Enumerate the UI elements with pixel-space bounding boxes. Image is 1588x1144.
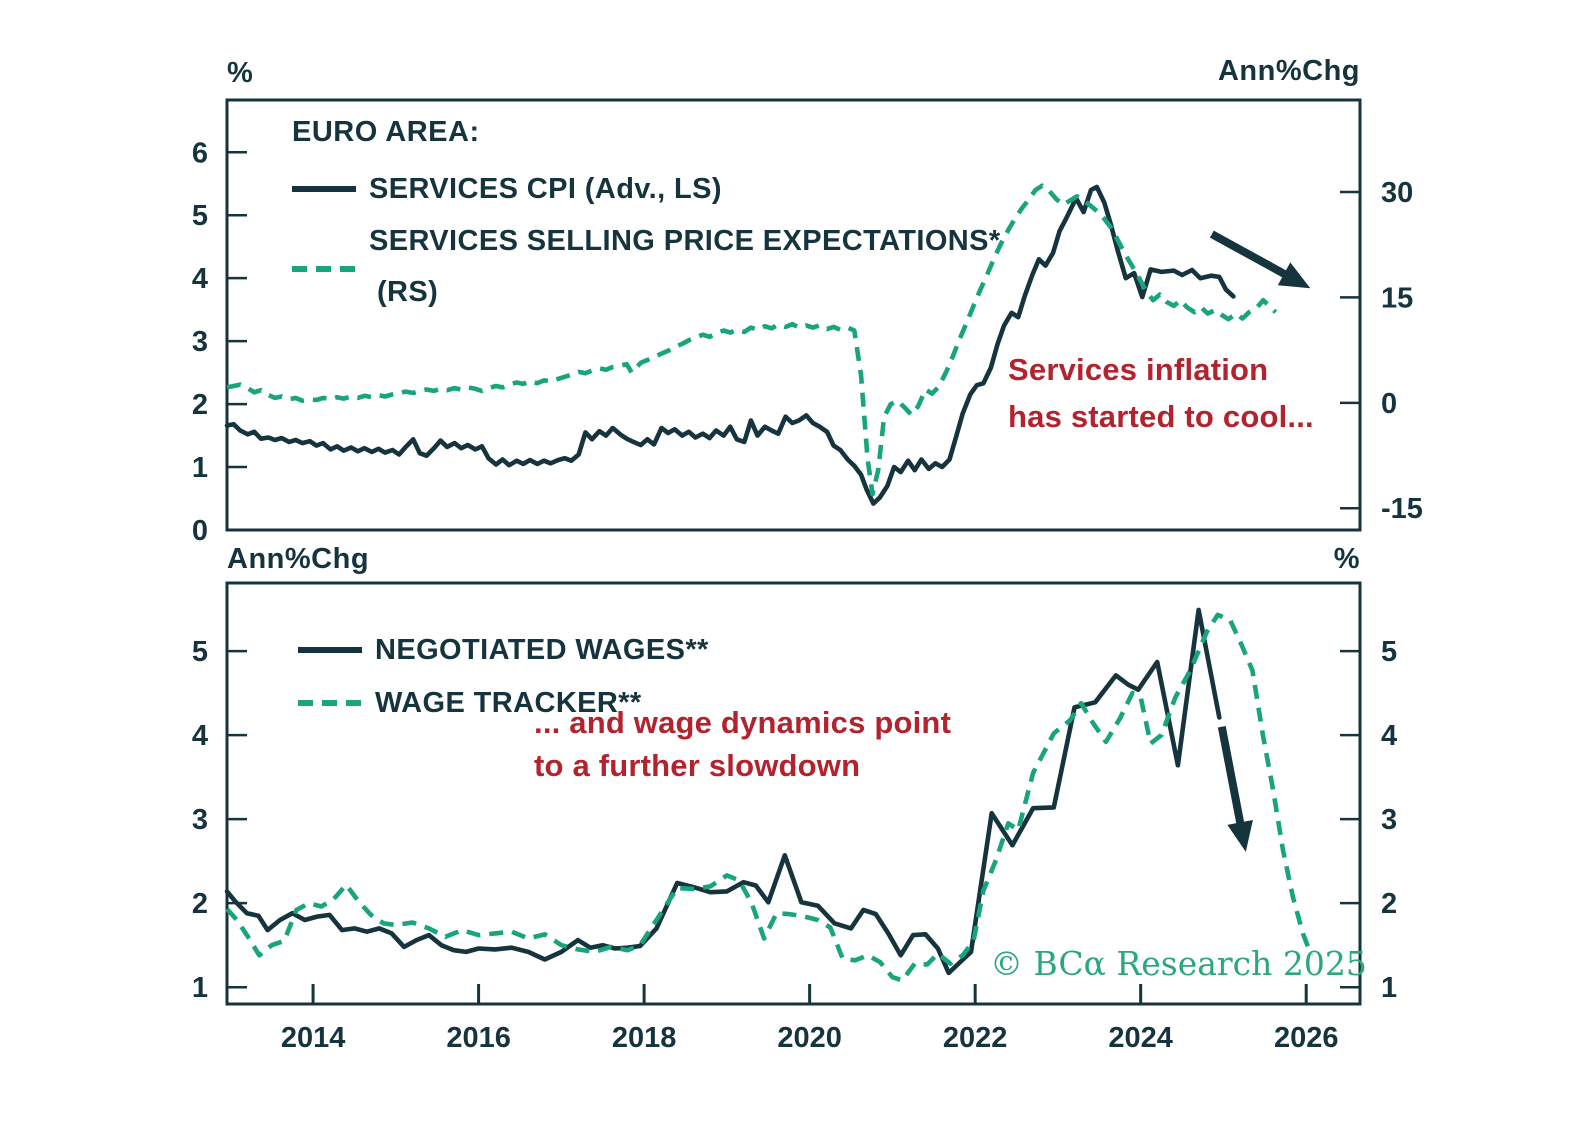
top-downtrend-arrow-icon: [1209, 230, 1311, 289]
top-series-dashed: [226, 183, 1278, 497]
bottom-legend-series2-label: WAGE TRACKER**: [375, 686, 642, 719]
bottom-downtrend-arrow-icon: [1217, 725, 1253, 852]
bottom-series-dashed: [225, 612, 1314, 983]
left-tick-label: 0: [192, 515, 208, 547]
top-panel-right-unit-label: Ann%Chg: [1217, 55, 1360, 87]
right-tick-label: 15: [1381, 282, 1413, 314]
x-tick-label: 2026: [1274, 1022, 1339, 1054]
top-legend-series2-line2: (RS): [377, 276, 439, 308]
left-tick-label: 3: [192, 326, 208, 358]
bottom-annotation: ... and wage dynamics point to a further …: [534, 701, 951, 787]
right-tick-label: 4: [1381, 720, 1397, 752]
solid-line-sample-icon: [298, 647, 362, 653]
right-tick-label: 5: [1381, 636, 1397, 668]
top-annotation-line2: has started to cool...: [1008, 399, 1314, 434]
dashed-line-sample-icon: [292, 266, 356, 272]
left-tick-label: 4: [192, 720, 208, 752]
top-legend-series2-line1: SERVICES SELLING PRICE EXPECTATIONS*: [369, 225, 1001, 257]
right-tick-label: 1: [1381, 972, 1397, 1004]
top-legend-item-selling-price-expectations: SERVICES SELLING PRICE EXPECTATIONS* (RS): [292, 216, 1001, 318]
x-tick-label: 2022: [943, 1022, 1008, 1054]
right-tick-label: 3: [1381, 804, 1397, 836]
dashed-line-sample-icon: [298, 700, 362, 706]
top-panel-border: [225, 98, 1362, 532]
arrow-shaft: [1209, 230, 1290, 280]
solid-line-sample-icon: [292, 186, 356, 192]
left-tick-label: 3: [192, 804, 208, 836]
top-legend-title: EURO AREA:: [292, 116, 480, 148]
left-tick-label: 2: [192, 888, 208, 920]
x-tick-label: 2020: [777, 1022, 842, 1054]
top-legend-item-services-cpi: SERVICES CPI (Adv., LS): [292, 172, 722, 205]
top-series-solid: [224, 184, 1236, 506]
top-panel-left-unit-label: %: [227, 57, 254, 89]
x-tick-label: 2014: [281, 1022, 346, 1054]
right-tick-label: 2: [1381, 888, 1397, 920]
bca-research-watermark: © BCα Research 2025: [990, 944, 1367, 983]
bottom-panel-left-unit-label: Ann%Chg: [227, 543, 370, 575]
right-tick-label: -15: [1381, 493, 1423, 525]
bottom-right-axis: 1 2 3 4 5: [1340, 636, 1397, 1004]
top-left-axis: 0 1 2 3 4 5 6: [192, 137, 247, 547]
bottom-annotation-line1: ... and wage dynamics point: [534, 705, 952, 740]
bottom-panel-right-unit-label: %: [1333, 543, 1360, 575]
arrow-head: [1277, 262, 1311, 289]
left-tick-label: 6: [192, 137, 208, 169]
top-annotation-line1: Services inflation: [1008, 352, 1269, 387]
top-legend-series2-label: SERVICES SELLING PRICE EXPECTATIONS* (RS): [369, 216, 1001, 318]
right-tick-label: 0: [1381, 388, 1397, 420]
arrow-shaft: [1217, 725, 1245, 828]
top-annotation: Services inflation has started to cool...: [1008, 346, 1314, 440]
left-tick-label: 4: [192, 263, 208, 295]
left-tick-label: 5: [192, 200, 208, 232]
x-tick-label: 2016: [446, 1022, 511, 1054]
bottom-panel-border: [225, 581, 1362, 1006]
left-tick-label: 2: [192, 389, 208, 421]
bottom-left-axis: 1 2 3 4 5: [192, 636, 247, 1004]
left-tick-label: 1: [192, 972, 208, 1004]
bottom-panel: 1 2 3 4 5 1 2 3 4 5 2014 2016 2018 2020 2022 2024 2026: [192, 581, 1397, 1054]
top-legend-series1-label: SERVICES CPI (Adv., LS): [369, 172, 722, 205]
bottom-x-axis: 2014 2016 2018 2020 2022 2024 2026: [281, 984, 1339, 1054]
left-tick-label: 5: [192, 636, 208, 668]
left-tick-label: 1: [192, 452, 208, 484]
bottom-legend-item-wage-tracker: WAGE TRACKER**: [298, 686, 642, 719]
x-tick-label: 2018: [612, 1022, 677, 1054]
bottom-annotation-line2: to a further slowdown: [534, 748, 861, 783]
bottom-legend-series1-label: NEGOTIATED WAGES**: [375, 633, 709, 666]
bottom-legend-item-negotiated-wages: NEGOTIATED WAGES**: [298, 633, 709, 666]
x-tick-label: 2024: [1108, 1022, 1173, 1054]
arrow-head: [1227, 820, 1253, 852]
bottom-series-solid: [224, 607, 1222, 976]
top-panel: 0 1 2 3 4 5 6 30 15 0 -15: [192, 98, 1423, 547]
right-tick-label: 30: [1381, 177, 1413, 209]
top-right-axis: 30 15 0 -15: [1340, 177, 1423, 525]
